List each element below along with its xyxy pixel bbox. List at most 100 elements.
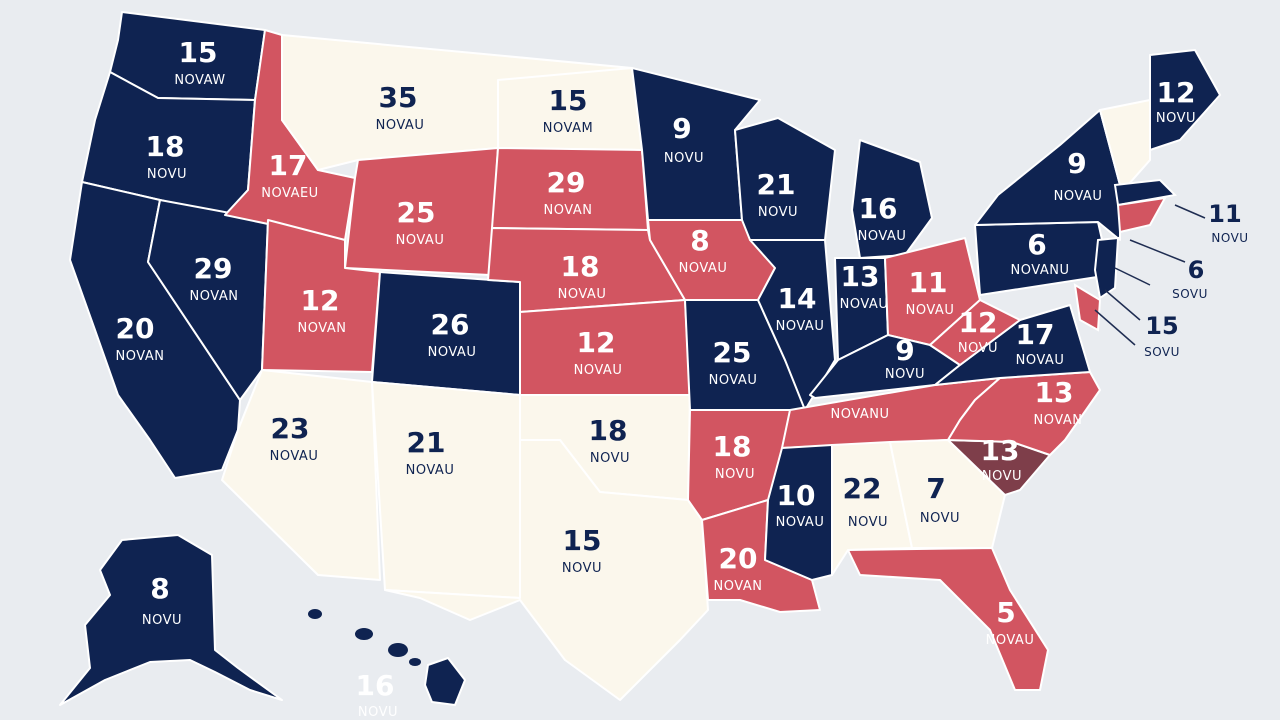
callout-sub: SOVU — [1172, 287, 1208, 301]
label-number: 20 — [116, 312, 155, 345]
label-number: 8 — [150, 572, 169, 605]
label-number: 18 — [561, 250, 600, 283]
label-sub: NOVAEU — [261, 186, 318, 201]
label-sub: NOVAM — [543, 121, 593, 136]
label-michigan: 16 NOVAU — [858, 192, 907, 244]
state-hawaii-islands[interactable] — [424, 657, 466, 706]
label-indiana: 13 NOVAU — [840, 260, 889, 312]
label-sub: NOVAU — [396, 233, 445, 248]
label-sub: NOVAN — [544, 203, 593, 218]
state-new-england[interactable] — [1098, 98, 1151, 186]
label-south-carolina: 13 NOVU — [981, 434, 1022, 484]
label-hawaii: 16 NOVU — [356, 669, 398, 720]
label-kansas: 12 NOVAU — [574, 326, 623, 378]
label-sub: NOVAU — [709, 373, 758, 388]
label-virginia: 17 NOVAU — [1016, 318, 1064, 368]
label-pennsylvania: 6 NOVANU — [1011, 228, 1070, 278]
state-alaska[interactable] — [59, 534, 283, 706]
label-number: 11 — [909, 266, 948, 299]
state-texas[interactable] — [384, 439, 709, 701]
label-number: 13 — [1035, 376, 1074, 409]
label-sub: NOVAN — [714, 579, 763, 594]
state-new-jersey[interactable] — [1093, 236, 1120, 300]
label-nebraska: 18 NOVAU — [558, 250, 606, 302]
label-number: 20 — [719, 542, 758, 575]
callout-number: 6 — [1188, 256, 1205, 284]
label-sub: NOVAU — [574, 363, 623, 378]
callout-leader-6b — [1114, 267, 1151, 286]
label-alabama: 22 NOVU — [843, 472, 888, 530]
label-number: 14 — [778, 282, 817, 315]
label-number: 29 — [547, 166, 586, 199]
state-wyoming[interactable] — [344, 147, 499, 276]
state-north-carolina[interactable] — [947, 371, 1101, 456]
state-arizona[interactable] — [221, 369, 381, 581]
state-georgia[interactable] — [889, 439, 1006, 549]
state-illinois[interactable] — [749, 239, 836, 411]
label-alaska: 8 NOVU — [142, 572, 182, 628]
label-new-mexico: 21 NOVAU — [406, 426, 455, 478]
label-number: 21 — [757, 168, 796, 201]
label-sub: NOVU — [982, 469, 1022, 484]
state-connecticut[interactable] — [1116, 196, 1167, 234]
callout-6: 6 SOVU — [1172, 256, 1208, 301]
callout-sub: SOVU — [1144, 345, 1180, 359]
hawaii-island-small-2 — [355, 628, 373, 640]
label-number: 17 — [1016, 318, 1055, 351]
label-number: 25 — [713, 336, 752, 369]
label-sub: NOVU — [1156, 111, 1196, 126]
callout-15: 15 SOVU — [1144, 312, 1180, 359]
label-sub: NOVAU — [776, 515, 825, 530]
hawaii-island-small-3 — [388, 643, 408, 657]
callout-number: 11 — [1208, 200, 1241, 228]
label-nevada: 29 NOVAN — [190, 252, 238, 304]
label-minnesota: 9 NOVU — [664, 112, 704, 166]
label-number: 15 — [563, 524, 602, 557]
hawaii-island-small-1 — [308, 609, 322, 619]
label-colorado: 26 NOVAU — [428, 308, 476, 360]
state-massachusetts[interactable] — [1113, 178, 1178, 207]
label-sub: NOVAU — [858, 229, 907, 244]
label-sub: NOVAU — [406, 463, 455, 478]
label-north-carolina: 13 NOVAN — [1034, 376, 1082, 428]
label-tennessee: NOVANU — [831, 407, 889, 422]
label-sub: NOVAU — [906, 303, 955, 318]
label-idaho: 17 NOVAEU — [261, 149, 318, 201]
state-west-virginia[interactable] — [929, 299, 1021, 366]
label-texas: 15 NOVU — [562, 524, 602, 576]
state-delaware-maryland[interactable] — [1073, 283, 1102, 332]
label-sub: NOVAU — [679, 261, 728, 276]
label-number: 17 — [269, 149, 308, 182]
state-florida[interactable] — [847, 547, 1049, 691]
label-sub: NOVAN — [298, 321, 347, 336]
label-number: 16 — [356, 669, 395, 702]
label-sub: NOVU — [147, 167, 187, 182]
label-number: 12 — [1157, 76, 1196, 109]
label-sub: NOVAU — [376, 118, 425, 133]
label-sub: NOVANU — [1011, 263, 1070, 278]
state-new-mexico[interactable] — [371, 381, 521, 599]
label-missouri: 25 NOVAU — [709, 336, 758, 388]
label-maine: 12 NOVU — [1156, 76, 1196, 126]
label-sub: NOVAU — [776, 319, 825, 334]
label-north-dakota: 15 NOVAM — [543, 84, 593, 136]
label-wisconsin: 21 NOVU — [757, 168, 798, 220]
label-number: 13 — [981, 434, 1020, 467]
label-sub: NOVAU — [986, 633, 1035, 648]
label-number: 18 — [713, 430, 752, 463]
callout-number: 15 — [1145, 312, 1178, 340]
label-west-virginia: 12 NOVU — [958, 306, 998, 356]
label-number: 21 — [407, 426, 446, 459]
state-new-york[interactable] — [974, 109, 1121, 241]
label-sub: NOVU — [358, 705, 398, 720]
label-sub: NOVU — [715, 467, 755, 482]
label-number: 12 — [577, 326, 616, 359]
hawaii-island-small-4 — [409, 658, 421, 666]
label-montana: 35 NOVAU — [376, 81, 425, 133]
label-number: 9 — [1067, 147, 1086, 180]
label-iowa: 8 NOVAU — [679, 224, 728, 276]
label-sub: NOVAU — [840, 297, 889, 312]
callout-sub: NOVU — [1211, 231, 1248, 245]
